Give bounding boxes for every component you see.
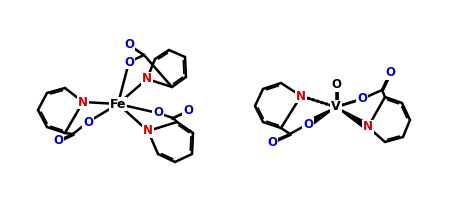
Polygon shape xyxy=(306,107,336,127)
Text: N: N xyxy=(142,73,152,85)
Text: O: O xyxy=(357,93,367,105)
Text: O: O xyxy=(331,78,341,92)
Text: N: N xyxy=(143,125,153,137)
Text: N: N xyxy=(78,95,88,109)
Text: V: V xyxy=(331,100,341,114)
Text: O: O xyxy=(83,115,93,129)
Text: N: N xyxy=(363,120,373,134)
Text: O: O xyxy=(124,56,134,68)
Text: O: O xyxy=(124,38,134,52)
Text: O: O xyxy=(303,118,313,130)
Text: N: N xyxy=(296,89,306,103)
Text: O: O xyxy=(53,135,63,147)
Text: O: O xyxy=(183,104,193,118)
Text: O: O xyxy=(385,67,395,79)
Polygon shape xyxy=(336,107,370,130)
Text: O: O xyxy=(267,135,277,149)
Text: Fe: Fe xyxy=(110,98,126,110)
Text: O: O xyxy=(153,106,163,120)
